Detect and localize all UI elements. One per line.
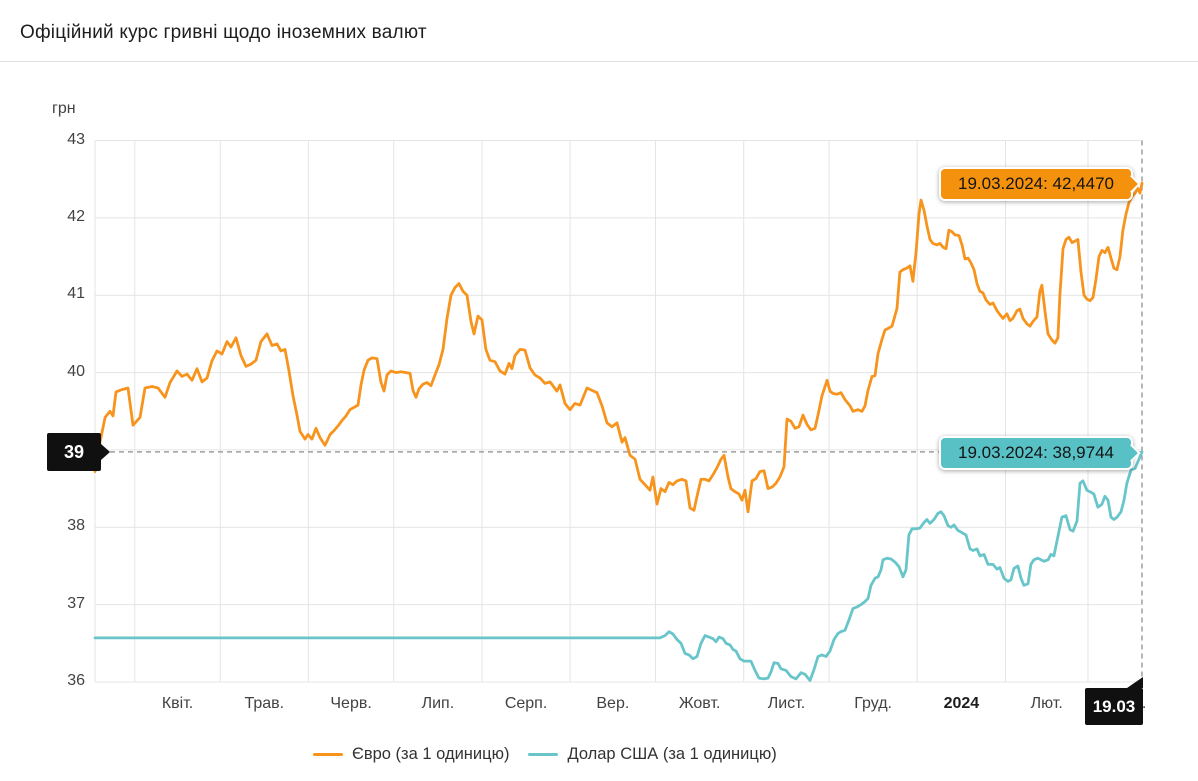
legend-label-usd: Долар США (за 1 одиницю)	[567, 745, 777, 763]
y-tick-label-43: 43	[67, 130, 85, 148]
x-tick-label-Серп.: Серп.	[504, 695, 548, 712]
y-tick-label-36: 36	[67, 672, 85, 689]
y-axis-unit-label: грн	[52, 100, 76, 117]
right-arrow-icon	[101, 443, 110, 460]
y-tick-label-37: 37	[67, 594, 85, 612]
euro-line-swatch-icon	[313, 752, 343, 757]
x-tick-label-Черв.: Черв.	[330, 695, 372, 712]
x-tick-label-Трав.: Трав.	[244, 695, 285, 712]
page-title: Офіційний курс гривні щодо іноземних вал…	[20, 22, 427, 43]
header-divider	[0, 61, 1198, 62]
usd-tooltip: 19.03.2024: 38,9744	[939, 435, 1141, 470]
x-tick-label-Лют.: Лют.	[1030, 695, 1063, 712]
x-callout-text: 19.03	[1092, 697, 1136, 716]
euro-tooltip-text: 19.03.2024: 42,4470	[958, 174, 1114, 194]
x-tick-label-Груд.: Груд.	[854, 695, 892, 712]
euro-line[interactable]	[93, 181, 1144, 514]
legend-item-usd[interactable]: Долар США (за 1 одиницю)	[528, 745, 777, 764]
x-tick-label-Квіт.: Квіт.	[161, 695, 194, 712]
y-tick-label-41: 41	[67, 285, 85, 303]
x-tick-label-Жовт.: Жовт.	[678, 695, 721, 712]
y-tick-label-38: 38	[67, 517, 85, 535]
x-tick-label-Лист.: Лист.	[767, 695, 806, 712]
x-tick-label-2024: 2024	[943, 695, 980, 712]
y-axis-crosshair-callout: 39	[47, 432, 110, 471]
up-arrow-icon	[1127, 677, 1143, 688]
y-tick-label-40: 40	[67, 362, 85, 380]
y-tick-label-42: 42	[67, 207, 85, 225]
usd-tooltip-text: 19.03.2024: 38,9744	[958, 442, 1114, 462]
x-tick-label-Лип.: Лип.	[421, 695, 455, 712]
usd-line[interactable]	[93, 450, 1144, 682]
legend: Євро (за 1 одиницю) Долар США (за 1 один…	[313, 745, 777, 764]
legend-label-euro: Євро (за 1 одиницю)	[352, 745, 510, 763]
euro-tooltip: 19.03.2024: 42,4470	[939, 167, 1141, 202]
y-callout-text: 39	[63, 441, 85, 462]
x-axis-crosshair-callout: 19.03	[1085, 677, 1143, 725]
usd-line-swatch-icon	[528, 752, 559, 757]
x-tick-label-Вер.: Вер.	[596, 695, 630, 712]
legend-item-euro[interactable]: Євро (за 1 одиницю)	[313, 745, 509, 764]
